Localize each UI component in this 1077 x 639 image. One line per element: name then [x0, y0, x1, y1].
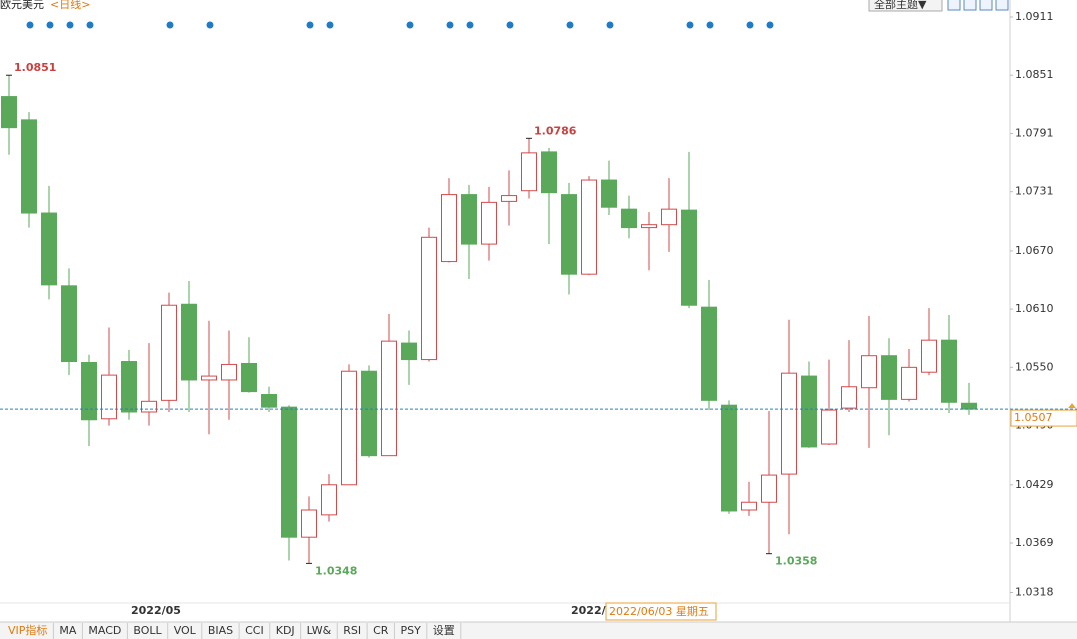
low-label: 1.0358 — [775, 555, 817, 568]
candle-body[interactable] — [581, 179, 597, 275]
candle-body[interactable] — [21, 119, 37, 214]
candle-body[interactable] — [281, 406, 297, 538]
candle-body[interactable] — [801, 375, 817, 448]
candle-body[interactable] — [81, 361, 97, 421]
candle-body[interactable] — [461, 194, 477, 245]
candle-body[interactable] — [781, 372, 797, 475]
candle-body[interactable] — [521, 152, 537, 192]
candle-body[interactable] — [661, 208, 677, 226]
y-tick-label: 1.0429 — [1015, 478, 1054, 491]
candle-body[interactable] — [541, 151, 557, 194]
indicator-tab[interactable]: BIAS — [208, 624, 233, 637]
theme-button-bg[interactable] — [868, 0, 943, 12]
candle-body[interactable] — [1, 96, 17, 129]
candle-body[interactable] — [401, 342, 417, 361]
candle-body[interactable] — [481, 201, 497, 245]
candle-body[interactable] — [181, 303, 197, 381]
candle-body[interactable] — [201, 375, 217, 381]
x-tick-label: 2022/05 — [131, 604, 181, 617]
candle-body[interactable] — [241, 362, 257, 393]
candle-body[interactable] — [421, 236, 437, 361]
crosshair-label: 2022/06/03 星期五 — [609, 605, 709, 618]
candle-body[interactable] — [701, 306, 717, 401]
y-tick-label: 1.0610 — [1015, 302, 1054, 315]
candle-body[interactable] — [621, 208, 637, 229]
candle-body[interactable] — [121, 361, 137, 413]
candle-body[interactable] — [921, 339, 937, 373]
toolbar-icons[interactable] — [947, 0, 1009, 11]
candle-body[interactable] — [821, 409, 837, 445]
candle-body[interactable] — [561, 194, 577, 275]
candle-body[interactable] — [901, 366, 917, 400]
candle-body[interactable] — [761, 474, 777, 503]
last-price-arrow — [1068, 403, 1076, 409]
y-tick-label: 1.0550 — [1015, 360, 1054, 373]
candle-body[interactable] — [741, 501, 757, 511]
candle-body[interactable] — [261, 394, 277, 408]
indicator-tab[interactable]: MACD — [88, 624, 121, 637]
indicator-tab[interactable]: PSY — [400, 624, 421, 637]
crosshair-box — [605, 602, 717, 621]
high-label: 1.0786 — [534, 124, 577, 137]
candle-body[interactable] — [341, 370, 357, 486]
candle-body[interactable] — [101, 374, 117, 420]
indicator-tab[interactable]: 设置 — [433, 624, 455, 637]
y-tick-label: 1.0851 — [1015, 68, 1054, 81]
theme-button[interactable]: 全部主题▼ — [874, 0, 927, 11]
low-label: 1.0348 — [315, 564, 357, 577]
indicator-tab[interactable]: BOLL — [133, 624, 162, 637]
indicator-tab[interactable]: CR — [373, 624, 389, 637]
candle-body[interactable] — [41, 212, 57, 286]
y-tick-label: 1.0670 — [1015, 244, 1054, 257]
indicator-tab[interactable]: LW& — [307, 624, 332, 637]
indicator-tab[interactable]: MA — [59, 624, 76, 637]
candle-body[interactable] — [941, 339, 957, 403]
y-tick-label: 1.0731 — [1015, 185, 1054, 198]
candle-body[interactable] — [961, 402, 977, 410]
candle-body[interactable] — [361, 370, 377, 457]
candle-body[interactable] — [881, 355, 897, 400]
y-tick-label: 1.0318 — [1015, 586, 1054, 599]
event-markers[interactable] — [26, 21, 774, 29]
last-price-box — [1010, 409, 1077, 427]
candle-body[interactable] — [841, 386, 857, 409]
candle-body[interactable] — [301, 509, 317, 538]
candle-body[interactable] — [681, 209, 697, 306]
candle-body[interactable] — [861, 355, 877, 389]
high-label: 1.0851 — [14, 61, 56, 74]
indicator-tab[interactable]: RSI — [343, 624, 361, 637]
candle-body[interactable] — [501, 195, 517, 202]
instrument-name: 欧元美元 — [0, 0, 44, 11]
candle-body[interactable] — [441, 194, 457, 263]
candle-body[interactable] — [641, 224, 657, 229]
candle-body[interactable] — [601, 179, 617, 208]
candle-body[interactable] — [721, 404, 737, 512]
candle-body[interactable] — [161, 304, 177, 401]
y-tick-label: 1.0791 — [1015, 126, 1054, 139]
indicator-tab[interactable]: KDJ — [276, 624, 295, 637]
last-price-label: 1.0507 — [1014, 411, 1053, 424]
x-tick-label: 2022/0 — [571, 604, 614, 617]
indicator-tab[interactable]: CCI — [245, 624, 264, 637]
candle-body[interactable] — [141, 400, 157, 413]
period[interactable]: <日线> — [50, 0, 90, 11]
indicator-tab[interactable]: VOL — [174, 624, 197, 637]
candle-body[interactable] — [381, 340, 397, 457]
indicator-tab[interactable]: VIP指标 — [8, 623, 47, 637]
candle-body[interactable] — [61, 285, 77, 363]
y-tick-label: 1.0911 — [1015, 10, 1054, 23]
y-tick-label: 1.0369 — [1015, 536, 1054, 549]
candle-body[interactable] — [221, 363, 237, 381]
candle-body[interactable] — [321, 484, 337, 516]
